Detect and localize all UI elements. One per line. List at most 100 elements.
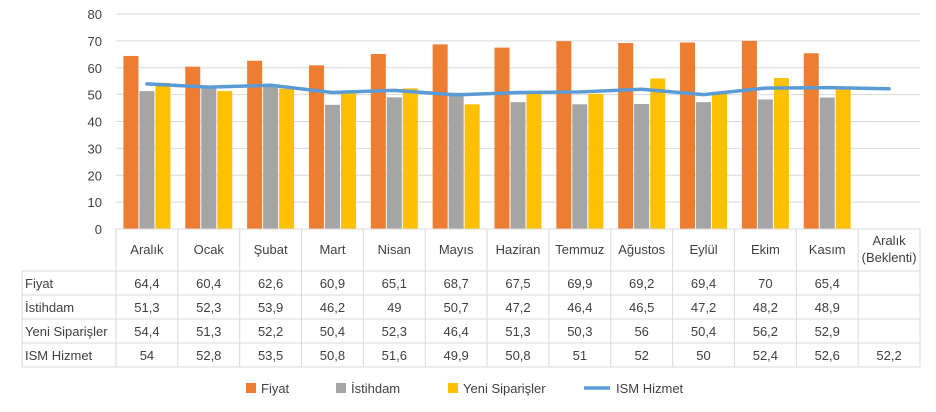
bar-istihdam — [819, 97, 835, 229]
data-label: 69,4 — [691, 276, 716, 291]
bar-istihdam — [201, 88, 217, 229]
table-row-header: İstihdam — [25, 300, 74, 315]
legend-label-istihdam: İstihdam — [351, 381, 400, 396]
data-label: 65,4 — [815, 276, 840, 291]
y-tick-label: 60 — [88, 61, 102, 76]
legend-swatch-istihdam — [336, 383, 346, 393]
legend: Fiyat İstihdam Yeni Siparişler ISM Hizmet — [246, 381, 684, 396]
data-label: 53,9 — [258, 300, 283, 315]
bar-yeni-siparisler — [155, 82, 171, 229]
table-row-header: Yeni Siparişler — [25, 324, 108, 339]
data-label: 50,4 — [320, 324, 345, 339]
bar-fiyat — [185, 66, 201, 229]
bar-yeni-siparisler — [835, 86, 851, 229]
data-label: 53,5 — [258, 348, 283, 363]
y-axis: 0 10 20 30 40 50 60 70 80 — [88, 7, 102, 237]
y-tick-label: 10 — [88, 195, 102, 210]
data-label: 52 — [634, 348, 648, 363]
point-ism-hizmet — [764, 87, 766, 89]
bar-istihdam — [696, 102, 712, 229]
point-ism-hizmet — [888, 88, 890, 90]
data-label: 49,9 — [443, 348, 468, 363]
y-tick-label: 70 — [88, 34, 102, 49]
bar-yeni-siparisler — [402, 88, 418, 229]
point-ism-hizmet — [826, 87, 828, 89]
bar-yeni-siparisler — [526, 91, 542, 229]
bar-fiyat — [741, 40, 757, 229]
bar-istihdam — [448, 92, 464, 230]
bar-istihdam — [263, 84, 279, 229]
x-tick-label: Kasım — [809, 242, 846, 257]
data-label: 65,1 — [382, 276, 407, 291]
data-label: 50,8 — [320, 348, 345, 363]
data-label: 56 — [634, 324, 648, 339]
data-label: 46,2 — [320, 300, 345, 315]
bar-fiyat — [432, 44, 448, 230]
data-label: 48,2 — [753, 300, 778, 315]
bar-yeni-siparisler — [340, 93, 356, 229]
x-tick-label: Temmuz — [555, 242, 604, 257]
legend-swatch-yeni-siparisler — [448, 383, 458, 393]
bar-istihdam — [634, 104, 650, 229]
y-tick-label: 0 — [95, 222, 102, 237]
data-label: 60,9 — [320, 276, 345, 291]
data-label: 60,4 — [196, 276, 221, 291]
data-label: 50,4 — [691, 324, 716, 339]
bar-fiyat — [803, 53, 819, 229]
data-label: 51,3 — [134, 300, 159, 315]
x-tick-label: Haziran — [496, 242, 541, 257]
bar-yeni-siparisler — [217, 91, 233, 229]
bar-istihdam — [139, 91, 155, 229]
legend-label-fiyat: Fiyat — [261, 381, 290, 396]
bar-yeni-siparisler — [279, 88, 295, 230]
bar-istihdam — [510, 102, 526, 229]
bar-istihdam — [324, 104, 340, 229]
data-label: 51 — [573, 348, 587, 363]
data-label: 68,7 — [443, 276, 468, 291]
bar-fiyat — [308, 65, 324, 229]
bar-fiyat — [247, 60, 263, 230]
bar-istihdam — [572, 104, 588, 229]
data-label: 54 — [140, 348, 154, 363]
data-label: 51,6 — [382, 348, 407, 363]
y-tick-label: 20 — [88, 168, 102, 183]
data-label: 46,5 — [629, 300, 654, 315]
bar-yeni-siparisler — [650, 78, 666, 229]
bar-fiyat — [370, 54, 386, 230]
legend-label-ism-hizmet: ISM Hizmet — [616, 381, 684, 396]
data-label: 52,9 — [815, 324, 840, 339]
point-ism-hizmet — [331, 91, 333, 93]
point-ism-hizmet — [703, 94, 705, 96]
data-label: 52,2 — [876, 348, 901, 363]
point-ism-hizmet — [455, 94, 457, 96]
point-ism-hizmet — [393, 89, 395, 91]
legend-label-yeni-siparisler: Yeni Siparişler — [463, 381, 546, 396]
ism-hizmet-line-group — [145, 82, 891, 97]
point-ism-hizmet — [208, 86, 210, 88]
y-tick-label: 40 — [88, 115, 102, 130]
table-row-header: ISM Hizmet — [25, 348, 93, 363]
x-tick-label: Ekim — [751, 242, 780, 257]
point-ism-hizmet — [517, 91, 519, 93]
data-label: 56,2 — [753, 324, 778, 339]
data-label: 62,6 — [258, 276, 283, 291]
data-label: 50,8 — [505, 348, 530, 363]
data-label: 52,4 — [753, 348, 778, 363]
data-label: 54,4 — [134, 324, 159, 339]
bar-istihdam — [386, 97, 402, 229]
bar-fiyat — [680, 42, 696, 229]
point-ism-hizmet — [579, 91, 581, 93]
data-label: 48,9 — [815, 300, 840, 315]
bar-istihdam — [757, 99, 773, 230]
data-label: 52,3 — [196, 300, 221, 315]
data-label: 50,3 — [567, 324, 592, 339]
point-ism-hizmet — [146, 83, 148, 85]
y-tick-label: 50 — [88, 88, 102, 103]
x-tick-label: Aralık — [130, 242, 164, 257]
legend-swatch-fiyat — [246, 383, 256, 393]
point-ism-hizmet — [641, 88, 643, 90]
data-label: 69,9 — [567, 276, 592, 291]
x-tick-label: Eylül — [689, 242, 717, 257]
data-label: 64,4 — [134, 276, 159, 291]
data-label: 47,2 — [691, 300, 716, 315]
